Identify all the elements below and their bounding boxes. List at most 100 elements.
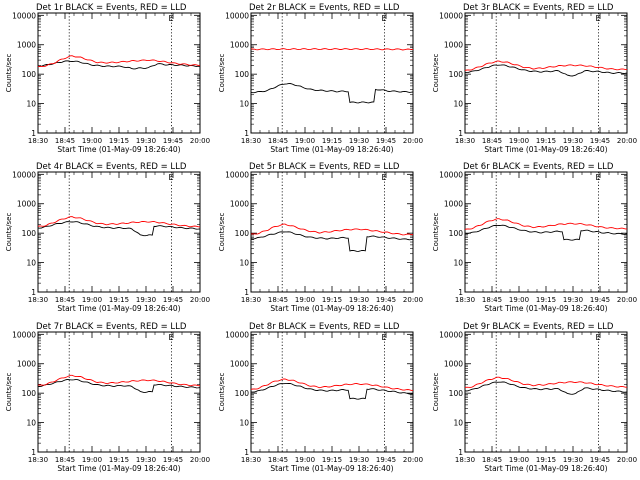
x-tick-label: 18:30 <box>241 456 261 464</box>
y-tick-label: 1000 <box>230 360 249 369</box>
y-axis-title: Counts/sec <box>432 54 440 93</box>
x-tick-label: 19:45 <box>376 456 396 464</box>
y-tick-label: 1 <box>458 129 463 138</box>
y-tick-label: 10000 <box>225 170 249 179</box>
event-marker: E <box>596 14 601 23</box>
y-tick-label: 1000 <box>17 360 36 369</box>
x-tick-label: 18:30 <box>241 296 261 304</box>
lld-series-line <box>464 60 628 71</box>
y-tick-label: 10000 <box>439 170 463 179</box>
x-tick-label: 19:30 <box>563 456 583 464</box>
y-tick-label: 1 <box>244 288 249 297</box>
x-tick-label: 19:30 <box>136 456 156 464</box>
y-tick-label: 10 <box>26 259 36 268</box>
x-tick-label: 19:15 <box>322 456 342 464</box>
x-tick-label: 18:45 <box>55 296 75 304</box>
x-tick-label: 19:00 <box>82 137 102 145</box>
y-tick-label: 100 <box>235 389 250 398</box>
event-marker: E <box>382 333 387 342</box>
x-tick-label: 19:00 <box>295 456 315 464</box>
x-tick-label: 18:45 <box>268 296 288 304</box>
x-tick-label: 20:00 <box>617 296 637 304</box>
event-marker: E <box>169 173 174 182</box>
panel-title: Det 5r BLACK = Events, RED = LLD <box>249 162 400 172</box>
panel-title: Det 7r BLACK = Events, RED = LLD <box>36 322 187 332</box>
x-axis-title: Start Time (01-May-09 18:26:40) <box>484 304 607 313</box>
x-tick-label: 19:00 <box>509 456 529 464</box>
x-axis-title: Start Time (01-May-09 18:26:40) <box>484 464 607 473</box>
x-tick-label: 18:45 <box>482 296 502 304</box>
y-axis-title: Counts/sec <box>432 373 440 412</box>
y-tick-label: 1 <box>31 288 36 297</box>
x-tick-label: 18:30 <box>455 296 475 304</box>
x-tick-label: 19:00 <box>295 137 315 145</box>
x-tick-label: 20:00 <box>403 456 423 464</box>
x-tick-label: 19:15 <box>109 456 129 464</box>
event-marker: E <box>596 173 601 182</box>
x-tick-label: 19:15 <box>322 137 342 145</box>
y-tick-label: 10000 <box>439 11 463 20</box>
y-axis-title: Counts/sec <box>218 54 226 93</box>
y-axis-title: Counts/sec <box>5 54 13 93</box>
x-tick-label: 19:45 <box>163 296 183 304</box>
events-series-line <box>37 221 201 237</box>
lld-series-line <box>37 216 200 228</box>
x-tick-label: 19:00 <box>295 296 315 304</box>
y-tick-label: 100 <box>449 389 464 398</box>
x-tick-label: 18:45 <box>268 456 288 464</box>
events-series-line <box>37 60 201 70</box>
x-tick-label: 19:45 <box>376 137 396 145</box>
event-marker: E <box>169 333 174 342</box>
y-tick-label: 10000 <box>225 11 249 20</box>
x-tick-label: 19:45 <box>163 137 183 145</box>
y-tick-label: 1 <box>458 448 463 457</box>
y-axis-title: Counts/sec <box>218 373 226 412</box>
x-tick-label: 18:30 <box>28 137 48 145</box>
y-tick-label: 10000 <box>12 170 36 179</box>
events-series-line <box>464 224 628 241</box>
event-marker: E <box>596 333 601 342</box>
x-tick-label: 19:15 <box>536 296 556 304</box>
plot-frame <box>37 12 201 134</box>
y-tick-label: 1 <box>458 288 463 297</box>
y-tick-label: 100 <box>22 389 37 398</box>
y-tick-label: 10 <box>453 419 463 428</box>
panel-title: Det 8r BLACK = Events, RED = LLD <box>249 322 400 332</box>
x-axis-title: Start Time (01-May-09 18:26:40) <box>57 464 180 473</box>
x-tick-label: 19:30 <box>563 296 583 304</box>
y-tick-label: 1000 <box>444 41 463 50</box>
x-tick-label: 18:45 <box>482 456 502 464</box>
panel-title: Det 6r BLACK = Events, RED = LLD <box>463 162 614 172</box>
event-marker: E <box>169 14 174 23</box>
events-series-line <box>250 382 414 400</box>
x-tick-label: 20:00 <box>190 137 210 145</box>
x-tick-label: 18:45 <box>482 137 502 145</box>
x-tick-label: 18:30 <box>28 296 48 304</box>
x-tick-label: 19:45 <box>163 456 183 464</box>
x-tick-label: 19:15 <box>536 456 556 464</box>
lld-series-line <box>250 223 414 236</box>
panel-title: Det 9r BLACK = Events, RED = LLD <box>463 322 614 332</box>
x-tick-label: 19:30 <box>563 137 583 145</box>
y-tick-label: 1 <box>31 129 36 138</box>
x-tick-label: 19:00 <box>509 296 529 304</box>
x-tick-label: 19:30 <box>349 296 369 304</box>
x-tick-label: 20:00 <box>617 456 637 464</box>
y-tick-label: 10 <box>239 100 249 109</box>
x-tick-label: 19:30 <box>349 456 369 464</box>
x-tick-label: 20:00 <box>617 137 637 145</box>
y-tick-label: 10 <box>26 419 36 428</box>
x-tick-label: 19:45 <box>590 137 610 145</box>
lld-series-line <box>250 378 414 391</box>
y-tick-label: 10000 <box>225 330 249 339</box>
lld-series-line <box>37 55 201 68</box>
y-tick-label: 10 <box>453 100 463 109</box>
y-tick-label: 1000 <box>444 360 463 369</box>
